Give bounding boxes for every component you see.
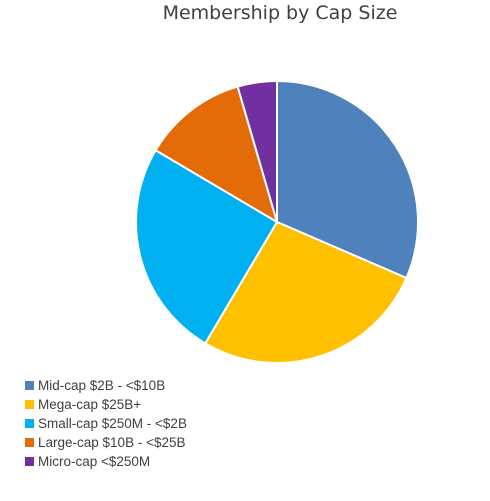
pie-slice-1 — [276, 79, 419, 280]
legend-item: Mid-cap $2B - <$10B — [25, 376, 187, 395]
pie-slice-5 — [236, 79, 278, 223]
legend-swatch — [25, 381, 34, 390]
chart-title: Membership by Cap Size — [162, 2, 398, 24]
legend-item: Micro-cap <$250M — [25, 452, 187, 471]
legend-label: Mega-cap $25B+ — [38, 397, 142, 412]
legend-item: Small-cap $250M - <$2B — [25, 414, 187, 433]
legend-swatch — [25, 438, 34, 447]
legend-item: Large-cap $10B - <$25B — [25, 433, 187, 452]
legend-label: Micro-cap <$250M — [38, 454, 151, 469]
legend-item: Mega-cap $25B+ — [25, 395, 187, 414]
legend-label: Mid-cap $2B - <$10B — [38, 378, 166, 393]
legend: Mid-cap $2B - <$10B Mega-cap $25B+ Small-c… — [25, 376, 187, 471]
pie-slice-3 — [135, 148, 279, 345]
legend-swatch — [25, 419, 34, 428]
legend-label: Large-cap $10B - <$25B — [38, 435, 186, 450]
legend-label: Small-cap $250M - <$2B — [38, 416, 187, 431]
pie-slice-2 — [203, 220, 408, 364]
legend-swatch — [25, 400, 34, 409]
legend-swatch — [25, 457, 34, 466]
